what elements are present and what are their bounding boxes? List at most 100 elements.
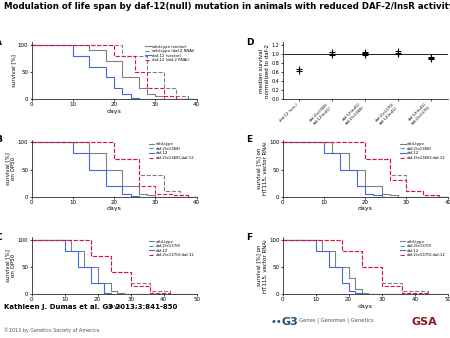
Line: daf-2(e1370): daf-2(e1370) (283, 240, 448, 294)
daf-2(e1370);daf-12 (425, 291, 431, 295)
wild-type (103, 151, 108, 155)
daf-12 (vector) (86, 65, 92, 69)
daf-2(e1368) (437, 193, 442, 197)
wild-type (95, 265, 100, 269)
daf-2(e1370) (148, 281, 153, 285)
daf-12 (vector) (86, 54, 92, 58)
daf-12 (280, 238, 285, 242)
Text: G3: G3 (281, 317, 298, 327)
wild-type (333, 265, 338, 269)
daf-2(e1368);daf-12 (387, 178, 393, 182)
daf-12 (vector) (103, 75, 108, 79)
X-axis label: days: days (358, 206, 373, 211)
daf-2(e1368);daf-12 (362, 157, 368, 161)
daf-2(e1368);daf-12 (404, 178, 409, 182)
wild-type (daf-2 RNAi) (173, 86, 179, 90)
daf-12 (daf-2 RNAi) (173, 94, 179, 98)
daf-2(e1368) (404, 189, 409, 193)
wild-type (vector) (136, 75, 142, 79)
Text: Genes | Genomes | Genetics: Genes | Genomes | Genetics (299, 317, 374, 322)
Line: daf-12: daf-12 (283, 240, 415, 294)
daf-2(e1370);daf-12 (359, 249, 364, 253)
daf-2(e1368);daf-12 (404, 189, 409, 193)
daf-2(e1370);daf-12 (29, 238, 34, 242)
daf-12 (313, 249, 318, 253)
Line: daf-2(e1370): daf-2(e1370) (32, 240, 197, 294)
Line: daf-12 (vector): daf-12 (vector) (32, 45, 197, 99)
daf-12 (75, 249, 81, 253)
daf-12 (379, 193, 384, 197)
daf-2(e1370);daf-12 (379, 284, 384, 288)
daf-2(e1370);daf-12 (108, 254, 113, 258)
Line: daf-2(e1370);daf-12: daf-2(e1370);daf-12 (283, 240, 448, 294)
daf-12 (daf-2 RNAi) (112, 43, 117, 47)
daf-2(e1370);daf-12 (399, 291, 404, 295)
daf-12 (136, 194, 142, 198)
daf-2(e1368) (161, 173, 166, 177)
Text: Modulation of life span by daf-12(null) mutation in animals with reduced DAF-2/I: Modulation of life span by daf-12(null) … (4, 2, 450, 11)
daf-2(e1370);daf-12 (339, 238, 345, 242)
daf-2(e1368);daf-12 (153, 184, 158, 188)
daf-12 (359, 292, 364, 296)
daf-2(e1368) (362, 141, 368, 145)
daf-2(e1370);daf-12 (148, 291, 153, 295)
daf-2(e1370);daf-12 (445, 292, 450, 296)
wild-type (daf-2 RNAi) (186, 94, 191, 98)
daf-2(e1370) (88, 254, 94, 258)
daf-12 (daf-2 RNAi) (173, 97, 179, 101)
daf-2(e1370) (445, 292, 450, 296)
daf-12 (daf-2 RNAi) (144, 86, 150, 90)
wild-type (108, 281, 113, 285)
daf-2(e1370) (339, 249, 345, 253)
wild-type (vector) (194, 97, 199, 101)
daf-12 (136, 194, 142, 198)
daf-2(e1368) (387, 157, 393, 161)
wild-type (379, 192, 384, 196)
daf-2(e1370) (128, 270, 133, 274)
X-axis label: days: days (107, 108, 122, 114)
daf-12 (vector) (136, 96, 142, 100)
wild-type (68, 249, 74, 253)
daf-12 (vector) (128, 92, 133, 96)
daf-12 (daf-2 RNAi) (112, 54, 117, 58)
wild-type (120, 167, 125, 171)
daf-2(e1370);daf-12 (167, 291, 173, 295)
wild-type (vector) (120, 75, 125, 79)
wild-type (396, 193, 401, 197)
wild-type (329, 151, 335, 155)
wild-type (daf-2 RNAi) (173, 94, 179, 98)
Line: daf-2(e1368): daf-2(e1368) (32, 143, 197, 196)
daf-12 (vector) (194, 97, 199, 101)
wild-type (68, 238, 74, 242)
wild-type (vector) (144, 86, 150, 90)
daf-12 (371, 192, 376, 196)
daf-2(e1370) (108, 254, 113, 258)
daf-2(e1370) (399, 281, 404, 285)
wild-type (387, 193, 393, 197)
wild-type (86, 151, 92, 155)
wild-type (346, 265, 351, 269)
Line: wild-type (vector): wild-type (vector) (32, 45, 197, 99)
Y-axis label: survival [%] on
HT115, vector RNAi: survival [%] on HT115, vector RNAi (256, 141, 267, 195)
daf-12 (108, 292, 113, 296)
daf-12 (daf-2 RNAi) (161, 86, 166, 90)
wild-type (153, 194, 158, 198)
wild-type (366, 292, 371, 296)
daf-2(e1368) (186, 194, 191, 198)
Text: ©2013 by Genetics Society of America: ©2013 by Genetics Society of America (4, 327, 100, 333)
Line: daf-12: daf-12 (283, 143, 448, 196)
daf-12 (daf-2 RNAi) (29, 43, 34, 47)
daf-2(e1370);daf-12 (108, 270, 113, 274)
wild-type (115, 291, 120, 295)
wild-type (vector) (103, 59, 108, 63)
daf-2(e1370) (359, 249, 364, 253)
daf-2(e1368) (112, 141, 117, 145)
daf-2(e1370);daf-12 (128, 270, 133, 274)
daf-2(e1370);daf-12 (128, 284, 133, 288)
daf-2(e1368);daf-12 (445, 194, 450, 198)
daf-12 (352, 291, 358, 295)
daf-12 (vector) (128, 96, 133, 100)
daf-12 (62, 238, 67, 242)
wild-type (144, 193, 150, 197)
daf-2(e1370) (167, 289, 173, 293)
